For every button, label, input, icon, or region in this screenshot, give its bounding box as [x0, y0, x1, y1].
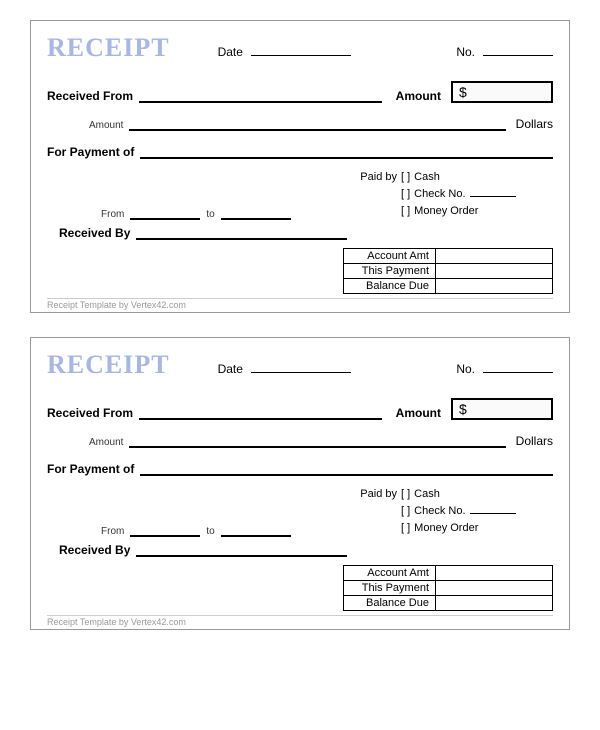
for-payment-field[interactable]: [140, 462, 553, 476]
account-amt-field[interactable]: [436, 249, 552, 263]
this-payment-label: This Payment: [344, 264, 436, 278]
check-no-field[interactable]: [470, 186, 516, 197]
amount-box[interactable]: $: [451, 81, 553, 103]
header-row: RECEIPT Date No.: [47, 350, 553, 380]
checkbox-check[interactable]: [ ]: [401, 503, 410, 520]
no-field[interactable]: [483, 359, 553, 373]
summary-table: Account Amt This Payment Balance Due: [343, 565, 553, 611]
to-field[interactable]: [221, 523, 291, 537]
table-row: Balance Due: [344, 596, 552, 610]
pay-check-label: Check No.: [414, 503, 465, 520]
paid-by-section: Paid by [ ] Cash [ ] Check No. [ ] Money…: [347, 486, 553, 537]
received-from-field[interactable]: [139, 89, 382, 103]
amount-text-field[interactable]: [129, 117, 505, 131]
no-field[interactable]: [483, 42, 553, 56]
account-amt-label: Account Amt: [344, 566, 436, 580]
check-no-field[interactable]: [470, 503, 516, 514]
for-payment-label: For Payment of: [47, 462, 134, 476]
no-label: No.: [456, 362, 475, 376]
pay-check-label: Check No.: [414, 186, 465, 203]
currency-symbol: $: [459, 401, 467, 417]
pay-cash-label: Cash: [414, 169, 440, 186]
dollars-label: Dollars: [516, 117, 553, 131]
balance-due-label: Balance Due: [344, 279, 436, 293]
received-by-field[interactable]: [136, 543, 347, 557]
from-field[interactable]: [130, 523, 200, 537]
table-row: This Payment: [344, 581, 552, 596]
no-label: No.: [456, 45, 475, 59]
from-field[interactable]: [130, 206, 200, 220]
amount-label: Amount: [396, 406, 441, 420]
period-paidby-row: From to Paid by [ ] Cash [ ] Check No. […: [47, 169, 553, 220]
amount-text-label: Amount: [89, 437, 123, 448]
paid-by-label: Paid by: [347, 486, 397, 503]
received-by-row: Received By: [47, 543, 347, 557]
table-row: Balance Due: [344, 279, 552, 293]
from-label: From: [101, 526, 124, 537]
receipt-form: RECEIPT Date No. Received From Amount $ …: [30, 337, 570, 630]
dollars-label: Dollars: [516, 434, 553, 448]
this-payment-field[interactable]: [436, 581, 552, 595]
table-row: Account Amt: [344, 566, 552, 581]
amount-text-row: Amount Dollars: [47, 434, 553, 448]
checkbox-money-order[interactable]: [ ]: [401, 520, 410, 537]
received-by-label: Received By: [59, 543, 130, 557]
receipt-title: RECEIPT: [47, 350, 170, 380]
account-amt-field[interactable]: [436, 566, 552, 580]
header-row: RECEIPT Date No.: [47, 33, 553, 63]
for-payment-row: For Payment of: [47, 145, 553, 159]
date-field[interactable]: [251, 359, 351, 373]
checkbox-money-order[interactable]: [ ]: [401, 203, 410, 220]
to-label: to: [206, 526, 214, 537]
received-from-label: Received From: [47, 406, 133, 420]
balance-due-field[interactable]: [436, 596, 552, 610]
checkbox-cash[interactable]: [ ]: [401, 486, 410, 503]
pay-money-order-label: Money Order: [414, 203, 478, 220]
received-by-row: Received By: [47, 226, 347, 240]
footer-credit: Receipt Template by Vertex42.com: [47, 615, 553, 627]
table-row: Account Amt: [344, 249, 552, 264]
amount-box[interactable]: $: [451, 398, 553, 420]
date-label: Date: [218, 45, 243, 59]
date-field[interactable]: [251, 42, 351, 56]
this-payment-field[interactable]: [436, 264, 552, 278]
paid-by-label: Paid by: [347, 169, 397, 186]
amount-label: Amount: [396, 89, 441, 103]
amount-text-label: Amount: [89, 120, 123, 131]
footer-credit: Receipt Template by Vertex42.com: [47, 298, 553, 310]
amount-text-row: Amount Dollars: [47, 117, 553, 131]
pay-cash-label: Cash: [414, 486, 440, 503]
receipt-title: RECEIPT: [47, 33, 170, 63]
this-payment-label: This Payment: [344, 581, 436, 595]
for-payment-row: For Payment of: [47, 462, 553, 476]
amount-text-field[interactable]: [129, 434, 505, 448]
received-by-field[interactable]: [136, 226, 347, 240]
for-payment-label: For Payment of: [47, 145, 134, 159]
to-label: to: [206, 209, 214, 220]
balance-due-label: Balance Due: [344, 596, 436, 610]
table-row: This Payment: [344, 264, 552, 279]
currency-symbol: $: [459, 84, 467, 100]
received-from-label: Received From: [47, 89, 133, 103]
checkbox-cash[interactable]: [ ]: [401, 169, 410, 186]
from-label: From: [101, 209, 124, 220]
balance-due-field[interactable]: [436, 279, 552, 293]
summary-table: Account Amt This Payment Balance Due: [343, 248, 553, 294]
checkbox-check[interactable]: [ ]: [401, 186, 410, 203]
period-paidby-row: From to Paid by [ ] Cash [ ] Check No. […: [47, 486, 553, 537]
for-payment-field[interactable]: [140, 145, 553, 159]
paid-by-section: Paid by [ ] Cash [ ] Check No. [ ] Money…: [347, 169, 553, 220]
pay-money-order-label: Money Order: [414, 520, 478, 537]
received-from-row: Received From Amount $: [47, 398, 553, 420]
to-field[interactable]: [221, 206, 291, 220]
received-from-row: Received From Amount $: [47, 81, 553, 103]
received-by-label: Received By: [59, 226, 130, 240]
received-from-field[interactable]: [139, 406, 382, 420]
date-label: Date: [218, 362, 243, 376]
receipt-form: RECEIPT Date No. Received From Amount $ …: [30, 20, 570, 313]
account-amt-label: Account Amt: [344, 249, 436, 263]
